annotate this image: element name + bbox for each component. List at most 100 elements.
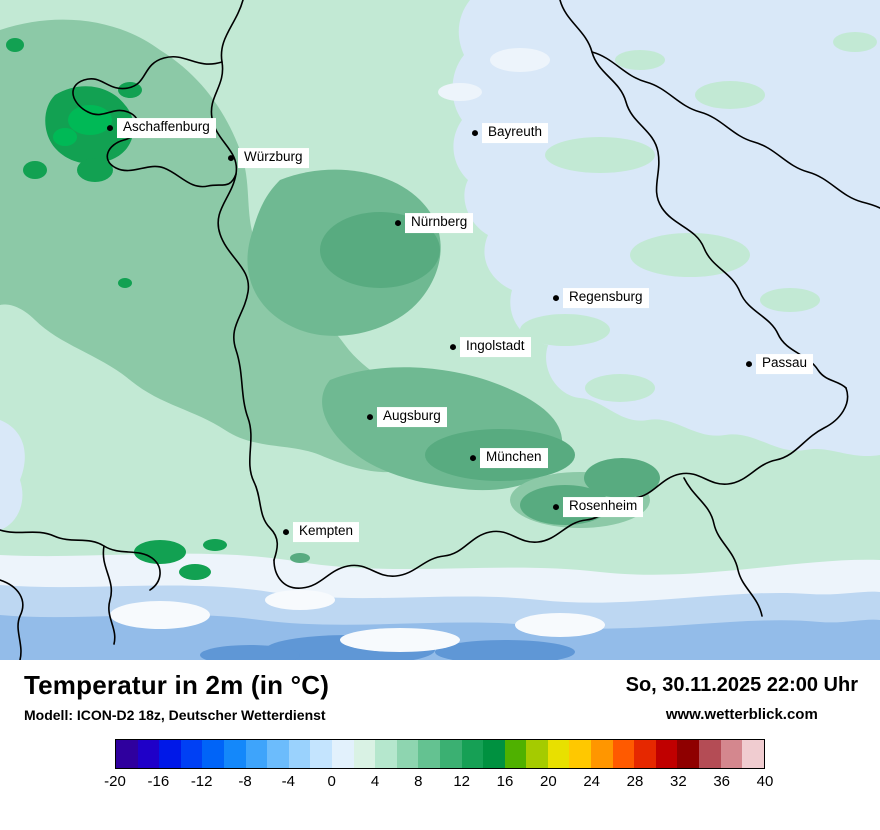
pale-strip-west [0,420,25,530]
warm-spot-alps [134,540,186,564]
city-dot-icon [283,529,289,535]
legend-color-segment [267,740,289,768]
temperature-map-image [0,0,880,660]
city-label: Ingolstadt [460,337,531,357]
legend: -20 -16 -12 -8 -4 0 4 8 12 16 20 24 28 32 36 40 [104,739,773,795]
border-czech-northeast [591,51,880,209]
legend-color-segment [353,740,376,768]
city-dot-icon [472,130,478,136]
city-marker-bayreuth: Bayreuth [472,123,549,143]
legend-color-segment [245,740,268,768]
mint-patch [615,50,665,70]
legend-color-segment [461,740,484,768]
warm-spot-alps [203,539,227,551]
green-accent [584,458,660,498]
city-dot-icon [228,155,234,161]
warm-spot [68,105,112,135]
legend-tick-label: 28 [626,773,644,790]
city-label: Würzburg [238,148,309,168]
city-label: Bayreuth [482,123,549,143]
footer-header-row: Temperatur in 2m (in °C) Modell: ICON-D2… [0,660,880,723]
website-label: www.wetterblick.com [665,706,818,723]
legend-tick-label: -12 [190,773,213,790]
alps-deep-patch [200,645,300,660]
legend-color-segment [202,740,224,768]
footer-left: Temperatur in 2m (in °C) Modell: ICON-D2… [24,670,329,723]
legend-color-segment [569,740,592,768]
city-marker-regensburg: Regensburg [553,288,649,308]
legend-tick-label: 40 [756,773,774,790]
border-bavaria-west [210,0,279,561]
legend-tick-label: 12 [453,773,470,790]
city-label: Aschaffenburg [117,118,216,138]
legend-color-segment [375,740,397,768]
city-dot-icon [553,504,559,510]
legend-color-segment [677,740,700,768]
legend-tick-label: -8 [238,773,252,790]
legend-color-segment [483,740,505,768]
city-marker-augsburg: Augsburg [367,407,447,427]
warm-spot [6,38,24,52]
mint-patch [695,81,765,109]
city-dot-icon [746,361,752,367]
mint-patch [760,288,820,312]
snow-patch [265,590,335,610]
legend-color-segment [634,740,656,768]
warm-spot [53,128,77,146]
map-area: Aschaffenburg Würzburg Bayreuth Nürnberg… [0,0,880,660]
warm-spot [118,278,132,288]
mint-patch [545,137,655,173]
legend-color-segment [742,740,764,768]
page-title: Temperatur in 2m (in °C) [24,670,330,700]
legend-color-segment [418,740,440,768]
city-dot-icon [470,455,476,461]
footer-right: So, 30.11.2025 22:00 Uhr www.wetterblick… [626,670,858,723]
city-marker-muenchen: München [470,448,548,468]
legend-color-segment [180,740,203,768]
city-marker-ingolstadt: Ingolstadt [450,337,531,357]
legend-color-segment [159,740,181,768]
legend-tick-label: -20 [104,773,126,790]
city-dot-icon [450,344,456,350]
border-austria-south [273,387,849,589]
city-marker-nuernberg: Nürnberg [395,213,474,233]
border-lines [0,0,880,660]
pale-patch [438,83,482,101]
city-marker-kempten: Kempten [283,522,360,542]
legend-color-segment [699,740,721,768]
legend-tick-label: 24 [583,773,600,790]
city-label: Nürnberg [405,213,474,233]
legend-color-segment [331,740,354,768]
legend-tick-label: 20 [539,773,557,790]
mint-patch [585,374,655,402]
legend-tick-label: 16 [496,773,514,790]
datetime-label: So, 30.11.2025 22:00 Uhr [625,674,858,696]
legend-color-segment [223,740,246,768]
legend-color-segment [655,740,678,768]
snow-patch [340,628,460,652]
mint-patch [630,233,750,277]
legend-color-segment [310,740,332,768]
city-label: Passau [756,354,814,374]
legend-bar [115,739,765,769]
pale-patch [490,48,550,72]
warm-spot [23,161,47,179]
city-marker-wuerzburg: Würzburg [228,148,309,168]
city-dot-icon [395,220,401,226]
legend-tick-label: 4 [370,773,380,790]
city-marker-rosenheim: Rosenheim [553,497,644,517]
border-alpine-2 [102,545,116,645]
legend-color-segment [547,740,570,768]
legend-color-segment [396,740,419,768]
city-dot-icon [367,414,373,420]
warm-spot [77,158,113,182]
legend-color-segment [504,740,527,768]
legend-color-segment [591,740,613,768]
model-info: Modell: ICON-D2 18z, Deutscher Wetterdie… [24,707,326,723]
border-alpine-3 [0,579,24,660]
border-czech-west [559,0,847,389]
city-label: Regensburg [563,288,649,308]
snow-patch [515,613,605,637]
legend-color-segment [288,740,311,768]
warm-spot-alps [179,564,211,580]
